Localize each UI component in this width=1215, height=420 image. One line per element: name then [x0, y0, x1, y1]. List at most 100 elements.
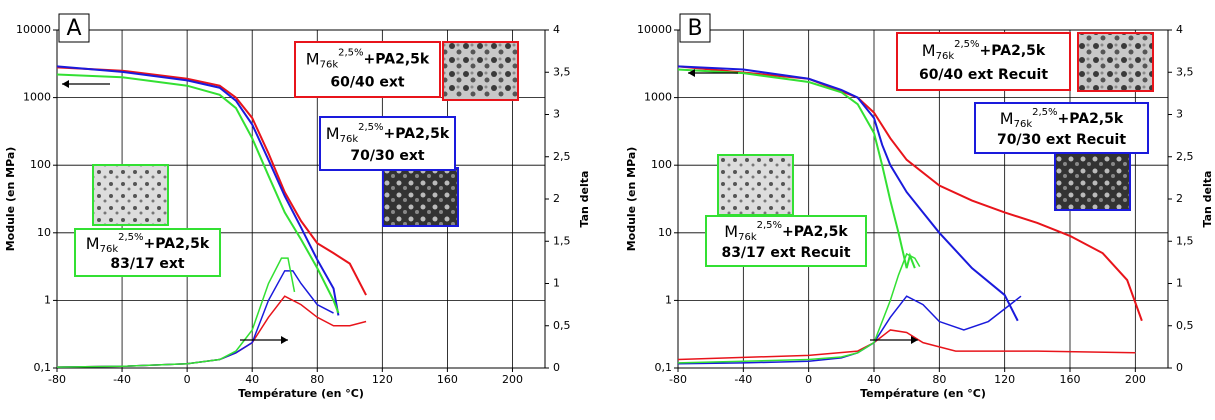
morphology-image — [92, 164, 169, 226]
y2-tick-label: 0 — [553, 361, 560, 374]
x-axis-title: Température (en °C) — [238, 387, 364, 400]
x-tick-label: 0 — [184, 373, 191, 386]
y-tick-label: 100 — [651, 158, 672, 171]
label-box — [74, 228, 221, 277]
label-sub: 76k — [320, 60, 339, 71]
arrow-head — [281, 336, 288, 344]
x-tick-label: -40 — [113, 373, 131, 386]
label-line2: 70/30 ext Recuit — [997, 132, 1126, 148]
data-line — [677, 295, 1022, 365]
y2-tick-label: 3 — [1176, 108, 1183, 121]
data-line — [677, 329, 1136, 361]
y2-tick-label: 2 — [553, 192, 560, 205]
y2-tick-label: 0 — [1176, 361, 1183, 374]
data-line — [677, 68, 916, 269]
data-line — [56, 65, 340, 316]
label-line2: 83/17 ext — [110, 256, 184, 272]
x-tick-label: 160 — [1060, 373, 1081, 386]
y-tick-label: 0,1 — [34, 361, 52, 374]
label-box — [896, 32, 1071, 91]
arrow-head — [911, 336, 918, 344]
y-tick-label: 1 — [665, 293, 672, 306]
label-line1: M76k2,5%+PA2,5k — [922, 39, 1046, 62]
y2-axis-title: Tan delta — [578, 171, 591, 228]
label-line1: M76k2,5%+PA2,5k — [326, 122, 450, 145]
label-sup: 2,5% — [118, 232, 143, 243]
label-sup: 2,5% — [358, 122, 383, 133]
morphology-image — [1054, 151, 1131, 211]
y-axis-title: Module (en MPa) — [4, 147, 17, 252]
label-sup: 2,5% — [757, 220, 782, 231]
panel-label: A — [66, 16, 81, 41]
label-box — [705, 215, 867, 267]
y2-axis-title: Tan delta — [1201, 171, 1214, 228]
y2-tick-label: 1 — [1176, 277, 1183, 290]
label-main: M — [724, 222, 738, 241]
y-tick-label: 10000 — [16, 23, 51, 36]
label-sub: 76k — [100, 244, 119, 255]
y2-tick-label: 4 — [553, 23, 560, 36]
label-sub: 76k — [340, 134, 359, 145]
label-sub: 76k — [1014, 119, 1033, 130]
y2-tick-label: 3,5 — [1176, 65, 1194, 78]
morphology-image — [442, 41, 519, 101]
label-rest: +PA2,5k — [384, 126, 450, 142]
label-main: M — [306, 49, 320, 68]
x-tick-label: 120 — [372, 373, 393, 386]
panel-box — [679, 13, 711, 43]
label-main: M — [86, 234, 100, 253]
data-line — [677, 252, 921, 364]
morphology-image — [1077, 32, 1154, 92]
y2-tick-label: 3,5 — [553, 65, 571, 78]
data-line — [56, 66, 367, 296]
x-tick-label: 160 — [437, 373, 458, 386]
y-tick-label: 100 — [30, 158, 51, 171]
x-tick-label: 120 — [994, 373, 1015, 386]
x-axis-title: Température (en °C) — [860, 387, 986, 400]
morphology-image — [717, 154, 794, 216]
y2-tick-label: 1,5 — [1176, 234, 1194, 247]
y2-tick-label: 1,5 — [553, 234, 571, 247]
label-main: M — [922, 41, 936, 60]
morphology-image — [382, 167, 459, 227]
arrow-head — [688, 69, 695, 77]
y2-tick-label: 0,5 — [1176, 319, 1194, 332]
label-main: M — [1000, 109, 1014, 128]
label-line1: M76k2,5%+PA2,5k — [86, 232, 210, 255]
y-axis-title: Module (en MPa) — [625, 147, 638, 252]
label-rest: +PA2,5k — [144, 236, 210, 252]
x-tick-label: 0 — [805, 373, 812, 386]
y2-tick-label: 2,5 — [553, 150, 571, 163]
label-line2: 60/40 ext Recuit — [919, 67, 1048, 83]
x-tick-label: 200 — [502, 373, 523, 386]
panel-box — [58, 13, 90, 43]
data-line — [677, 65, 1019, 322]
label-line1: M76k2,5%+PA2,5k — [306, 48, 430, 71]
label-sub: 76k — [738, 232, 757, 243]
label-sup: 2,5% — [1032, 107, 1057, 118]
label-sup: 2,5% — [954, 39, 979, 50]
y2-tick-label: 4 — [1176, 23, 1183, 36]
x-tick-label: 200 — [1125, 373, 1146, 386]
y-tick-label: 10 — [658, 226, 672, 239]
label-rest: +PA2,5k — [782, 224, 848, 240]
x-tick-label: 40 — [245, 373, 259, 386]
label-line2: 60/40 ext — [330, 75, 404, 91]
y2-tick-label: 2,5 — [1176, 150, 1194, 163]
label-sub: 76k — [936, 51, 955, 62]
y-tick-label: 1000 — [23, 91, 51, 104]
arrow-head — [62, 80, 69, 88]
x-tick-label: -80 — [48, 373, 66, 386]
y-tick-label: 1 — [44, 293, 51, 306]
label-rest: +PA2,5k — [1058, 111, 1124, 127]
label-box — [974, 102, 1149, 154]
data-line — [56, 73, 340, 314]
label-rest: +PA2,5k — [980, 43, 1046, 59]
label-line1: M76k2,5%+PA2,5k — [724, 220, 848, 243]
x-tick-label: 80 — [932, 373, 946, 386]
panel-label: B — [687, 16, 702, 41]
y2-tick-label: 3 — [553, 108, 560, 121]
y-tick-label: 1000 — [644, 91, 672, 104]
label-box — [319, 116, 456, 171]
